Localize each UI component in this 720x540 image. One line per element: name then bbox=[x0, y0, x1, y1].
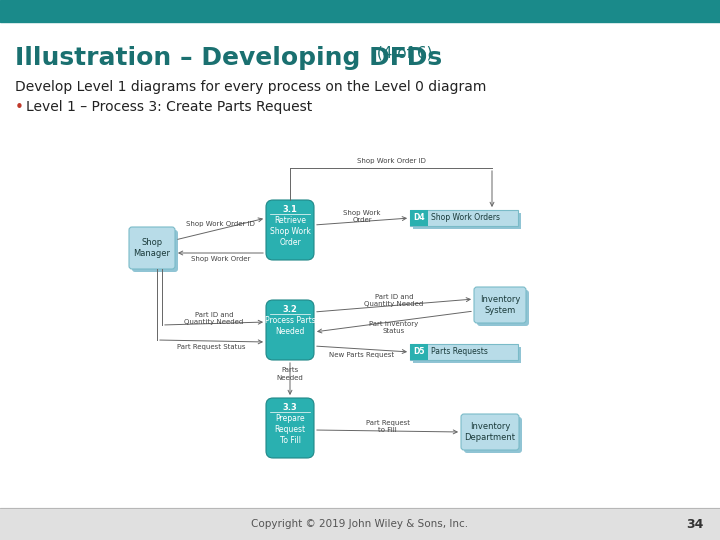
Text: (4 of 6): (4 of 6) bbox=[372, 46, 433, 61]
FancyBboxPatch shape bbox=[129, 227, 175, 269]
FancyBboxPatch shape bbox=[266, 200, 314, 260]
Text: Part Request
to Fill: Part Request to Fill bbox=[366, 420, 410, 433]
Text: D5: D5 bbox=[413, 348, 425, 356]
Text: Prepare
Request
To Fill: Prepare Request To Fill bbox=[274, 414, 305, 445]
Text: Shop Work Orders: Shop Work Orders bbox=[431, 213, 500, 222]
Text: Illustration – Developing DFDs: Illustration – Developing DFDs bbox=[15, 46, 442, 70]
Text: New Parts Request: New Parts Request bbox=[330, 352, 395, 358]
Text: Shop Work Order: Shop Work Order bbox=[191, 256, 250, 262]
Text: Shop Work Order ID: Shop Work Order ID bbox=[186, 221, 255, 227]
FancyBboxPatch shape bbox=[266, 300, 314, 360]
Bar bbox=[410, 344, 518, 360]
Text: 3.3: 3.3 bbox=[283, 403, 297, 412]
Text: Shop Work Order ID: Shop Work Order ID bbox=[356, 158, 426, 164]
Text: Part ID and
Quantity Needed: Part ID and Quantity Needed bbox=[184, 312, 243, 325]
Text: 34: 34 bbox=[686, 517, 703, 530]
Text: 3.1: 3.1 bbox=[282, 205, 297, 214]
Text: Inventory
System: Inventory System bbox=[480, 295, 520, 315]
Text: •: • bbox=[15, 100, 24, 115]
FancyBboxPatch shape bbox=[464, 417, 522, 453]
Text: Level 1 – Process 3: Create Parts Request: Level 1 – Process 3: Create Parts Reques… bbox=[26, 100, 312, 114]
FancyBboxPatch shape bbox=[132, 230, 178, 272]
Text: Part Inventory
Status: Part Inventory Status bbox=[369, 321, 418, 334]
Text: Copyright © 2019 John Wiley & Sons, Inc.: Copyright © 2019 John Wiley & Sons, Inc. bbox=[251, 519, 469, 529]
Bar bbox=[413, 213, 521, 229]
Text: Develop Level 1 diagrams for every process on the Level 0 diagram: Develop Level 1 diagrams for every proce… bbox=[15, 80, 487, 94]
Text: Retrieve
Shop Work
Order: Retrieve Shop Work Order bbox=[269, 216, 310, 247]
Bar bbox=[410, 344, 428, 360]
Bar bbox=[413, 347, 521, 363]
FancyBboxPatch shape bbox=[474, 287, 526, 323]
Text: Part Request Status: Part Request Status bbox=[177, 344, 246, 350]
FancyBboxPatch shape bbox=[477, 290, 529, 326]
Text: Shop
Manager: Shop Manager bbox=[133, 238, 171, 258]
Bar bbox=[410, 210, 428, 226]
FancyBboxPatch shape bbox=[461, 414, 519, 450]
Text: Part ID and
Quantity Needed: Part ID and Quantity Needed bbox=[364, 294, 423, 307]
Bar bbox=[410, 210, 518, 226]
Text: D4: D4 bbox=[413, 213, 425, 222]
Text: Parts Requests: Parts Requests bbox=[431, 348, 488, 356]
Text: Inventory
Department: Inventory Department bbox=[464, 422, 516, 442]
Text: Shop Work
Order: Shop Work Order bbox=[343, 210, 381, 223]
Text: Parts
Needed: Parts Needed bbox=[276, 368, 303, 381]
Bar bbox=[0, 508, 720, 540]
Bar bbox=[0, 0, 720, 22]
FancyBboxPatch shape bbox=[266, 398, 314, 458]
Text: Process Parts
Needed: Process Parts Needed bbox=[265, 316, 315, 336]
Text: 3.2: 3.2 bbox=[282, 305, 297, 314]
